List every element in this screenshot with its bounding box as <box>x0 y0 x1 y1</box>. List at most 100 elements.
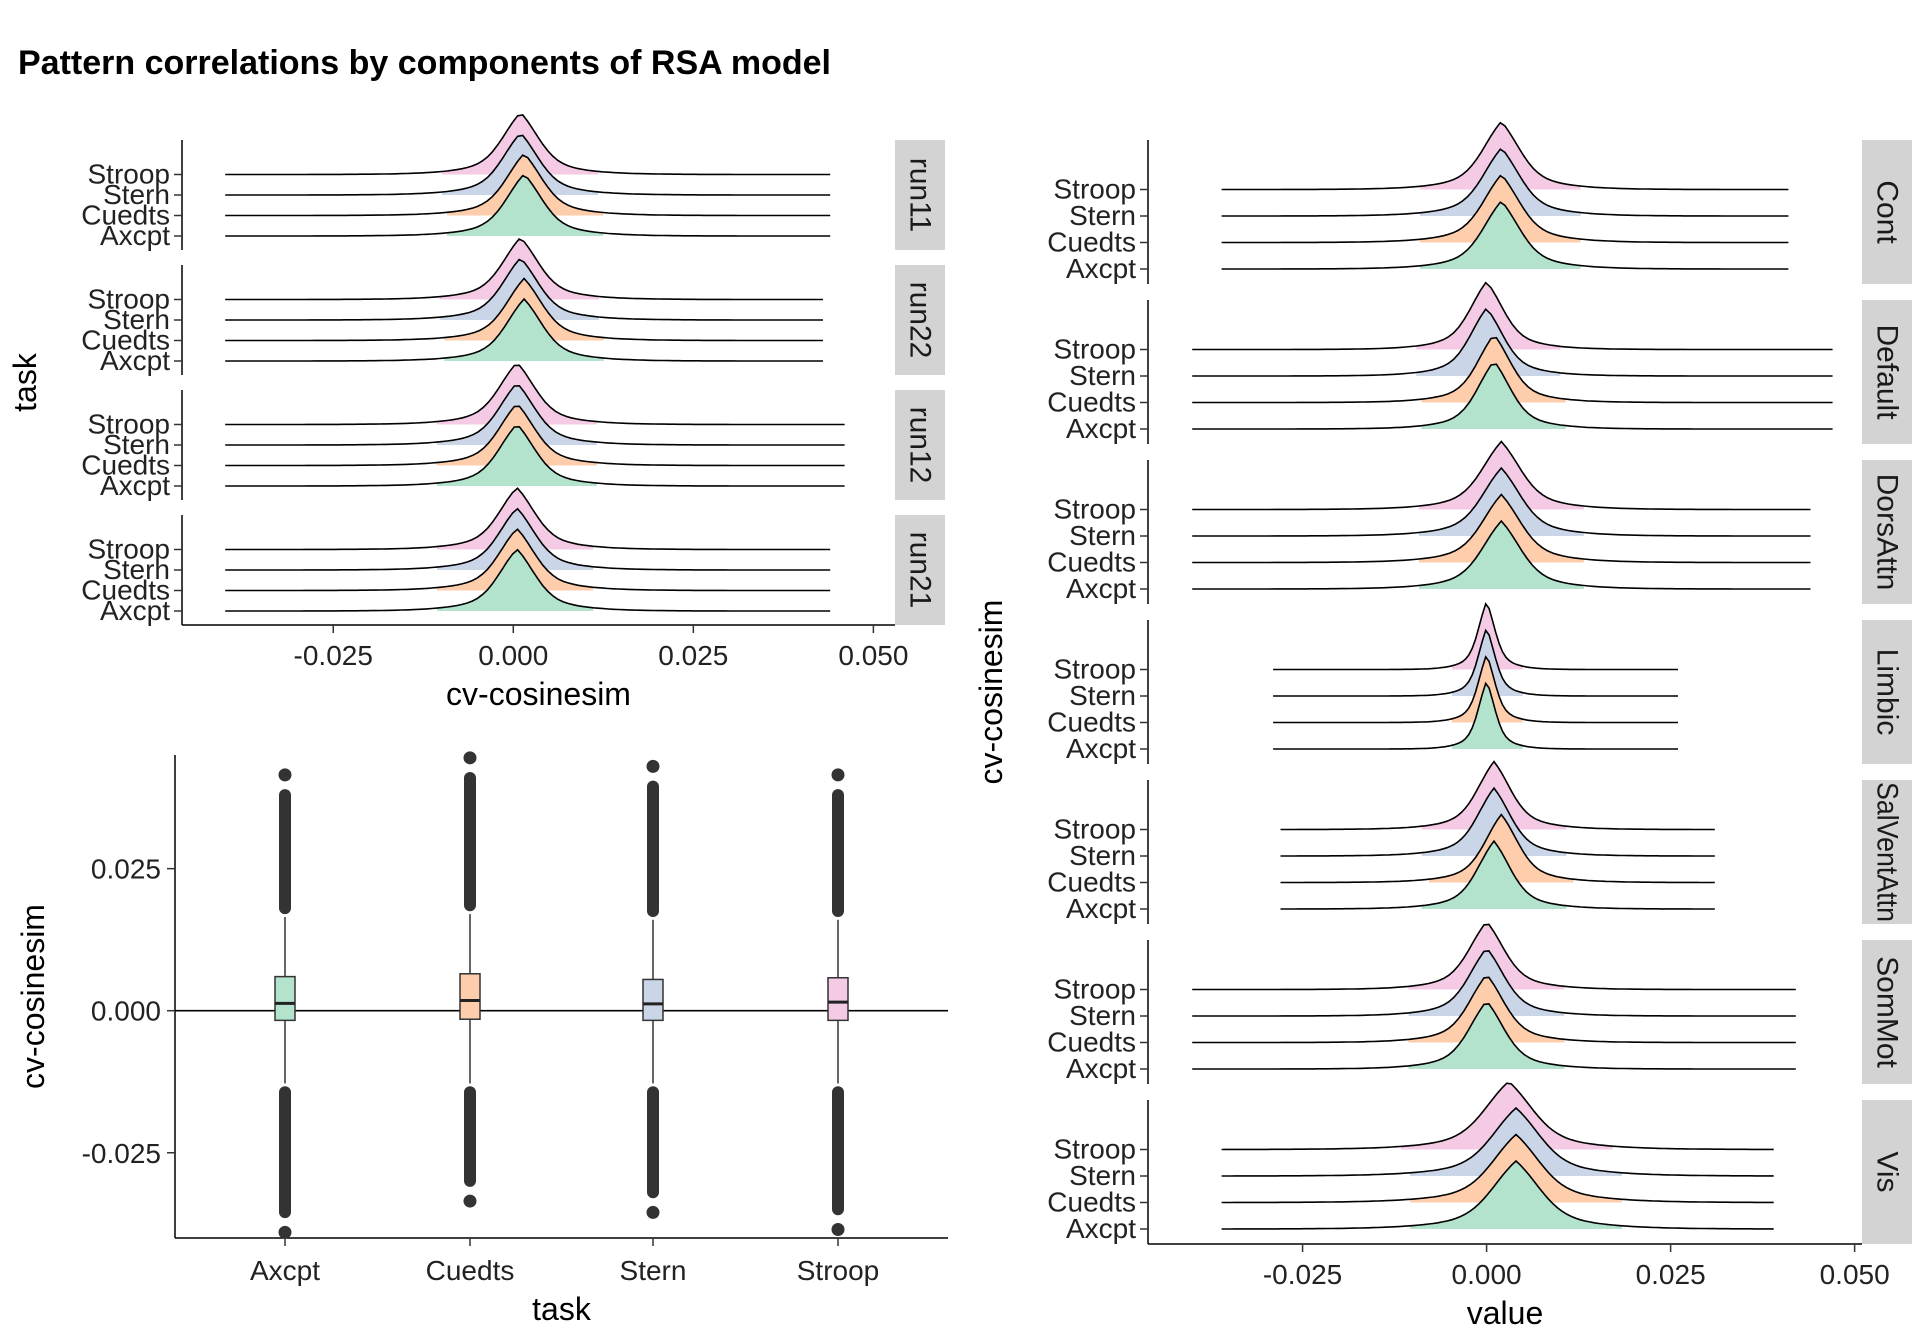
y-tick-label-Cuedts: Cuedts <box>1047 1027 1136 1058</box>
ridge-line-run11-Stern <box>225 134 831 196</box>
strip-label-run21: run21 <box>904 532 937 609</box>
y-tick-label-Stroop: Stroop <box>1054 814 1137 845</box>
ridge-line-SalVentAttn-Stroop <box>1280 760 1715 831</box>
strip-Vis <box>1862 1100 1912 1244</box>
y-tick-label-Stroop: Stroop <box>88 159 171 190</box>
ridge-line-run11-Stroop <box>225 114 831 176</box>
strip-Default <box>1862 300 1912 444</box>
ridge-line-run11-Cuedts <box>225 154 831 217</box>
ridge-line-run12-Cuedts <box>225 405 845 467</box>
ridge-line-run12-Axcpt <box>225 425 845 487</box>
x-tick-label-Stroop: Stroop <box>797 1255 880 1286</box>
x-tick-label-Cuedts: Cuedts <box>426 1255 515 1286</box>
strip-run22 <box>895 265 945 375</box>
outliers-high-Axcpt <box>279 789 291 915</box>
y-tick-label-Cuedts: Cuedts <box>1047 867 1136 898</box>
ridge-line-SomMot-Cuedts <box>1192 976 1796 1044</box>
ridge-fill-Cont-Axcpt <box>1420 202 1581 269</box>
y-tick-label-Stroop: Stroop <box>1054 174 1137 205</box>
strip-label-DorsAttn: DorsAttn <box>1871 474 1904 591</box>
y-tick-label-Cuedts: Cuedts <box>1047 227 1136 258</box>
strip-Limbic <box>1862 620 1912 764</box>
ridge-line-run21-Cuedts <box>225 528 831 592</box>
y-axis-title: cv-cosinesim <box>15 904 51 1089</box>
ridge-line-SomMot-Axcpt <box>1192 1003 1796 1070</box>
ridge-line-Limbic-Axcpt <box>1273 681 1678 750</box>
box-Cuedts <box>459 751 481 1208</box>
ridge-fill-SomMot-Axcpt <box>1408 1003 1565 1069</box>
x-tick-label-Axcpt: Axcpt <box>250 1255 320 1286</box>
x-tick-label-Stern: Stern <box>620 1255 687 1286</box>
strip-label-run11: run11 <box>904 158 937 233</box>
ridge-fill-Vis-Axcpt <box>1410 1161 1622 1229</box>
y-tick-label-Stern: Stern <box>1069 840 1136 871</box>
y-tick-label-Stern: Stern <box>103 304 170 335</box>
outlier-point-high-Axcpt <box>278 768 292 782</box>
y-tick-label-Cuedts: Cuedts <box>1047 1187 1136 1218</box>
y-tick-label-Cuedts: Cuedts <box>81 200 170 231</box>
y-tick-label-Stern: Stern <box>1069 200 1136 231</box>
y-tick-label-Cuedts: Cuedts <box>1047 707 1136 738</box>
ridge-line-SalVentAttn-Stern <box>1280 786 1715 857</box>
ridge-fill-run12-Axcpt <box>436 426 597 486</box>
task-boxplot-panel: 0.025 0.000 -0.025 Axcpt Cuedts Stern Stroop ta… <box>15 751 948 1327</box>
strip-label-run12: run12 <box>904 407 937 484</box>
y-tick-label-Stern: Stern <box>103 179 170 210</box>
y-tick-label-Stroop: Stroop <box>88 534 171 565</box>
strip-DorsAttn <box>1862 460 1912 604</box>
x-axis-title: value <box>1467 1295 1544 1331</box>
outlier-point-high-Stroop <box>831 768 845 782</box>
ridge-line-run12-Stroop <box>225 364 845 426</box>
ridge-line-Default-Axcpt <box>1192 363 1833 430</box>
y-tick-label: -0.025 <box>82 1138 161 1169</box>
box-Stern <box>642 759 664 1219</box>
x-tick-label: -0.025 <box>1263 1259 1342 1290</box>
strip-run11 <box>895 140 945 250</box>
outliers-high-Cuedts <box>464 772 476 912</box>
strip-label-Default: Default <box>1871 324 1904 420</box>
ridge-line-DorsAttn-Stern <box>1192 466 1811 537</box>
ridge-line-DorsAttn-Cuedts <box>1192 493 1811 564</box>
box-Axcpt <box>274 768 296 1239</box>
y-tick-label-Stroop: Stroop <box>1054 334 1137 365</box>
y-tick-label: 0.000 <box>91 996 161 1027</box>
figure-title: Pattern correlations by components of RS… <box>18 44 831 82</box>
y-tick-label-Axcpt: Axcpt <box>1066 253 1136 284</box>
strip-label-Limbic: Limbic <box>1871 649 1904 736</box>
y-tick-label-Stroop: Stroop <box>88 284 171 315</box>
ridge-line-Default-Stern <box>1192 307 1833 377</box>
y-tick-label-Stroop: Stroop <box>88 409 171 440</box>
y-tick-label: 0.025 <box>91 854 161 885</box>
outliers-low-Stern <box>647 1086 659 1199</box>
outlier-point-high-Cuedts <box>463 751 477 765</box>
x-axis-title: cv-cosinesim <box>446 676 631 712</box>
y-tick-label-Stroop: Stroop <box>1054 494 1137 525</box>
ridge-fill-SalVentAttn-Axcpt <box>1421 841 1567 909</box>
y-tick-label-Cuedts: Cuedts <box>1047 387 1136 418</box>
ridge-fill-DorsAttn-Axcpt <box>1418 521 1584 589</box>
y-tick-label-Axcpt: Axcpt <box>1066 893 1136 924</box>
outlier-point-low-Cuedts <box>463 1194 477 1208</box>
outliers-low-Stroop <box>832 1086 844 1216</box>
y-tick-label-Axcpt: Axcpt <box>1066 1053 1136 1084</box>
ridge-line-run12-Stern <box>225 384 845 446</box>
y-tick-label-Stroop: Stroop <box>1054 974 1137 1005</box>
ridge-line-Limbic-Cuedts <box>1273 655 1678 724</box>
ridge-line-Cont-Axcpt <box>1221 201 1789 270</box>
x-tick-label: 0.050 <box>1820 1259 1890 1290</box>
ridge-line-Vis-Cuedts <box>1221 1133 1774 1204</box>
ridge-fill-SalVentAttn-Stern <box>1421 788 1567 856</box>
ridge-line-SomMot-Stern <box>1192 950 1796 1017</box>
y-tick-label-Cuedts: Cuedts <box>81 450 170 481</box>
ridge-line-Cont-Cuedts <box>1221 174 1789 244</box>
y-tick-label-Cuedts: Cuedts <box>1047 547 1136 578</box>
ridge-fill-run11-Axcpt <box>447 175 604 236</box>
ridge-line-Cont-Stern <box>1221 148 1789 217</box>
ridge-line-SomMot-Stroop <box>1192 923 1796 991</box>
